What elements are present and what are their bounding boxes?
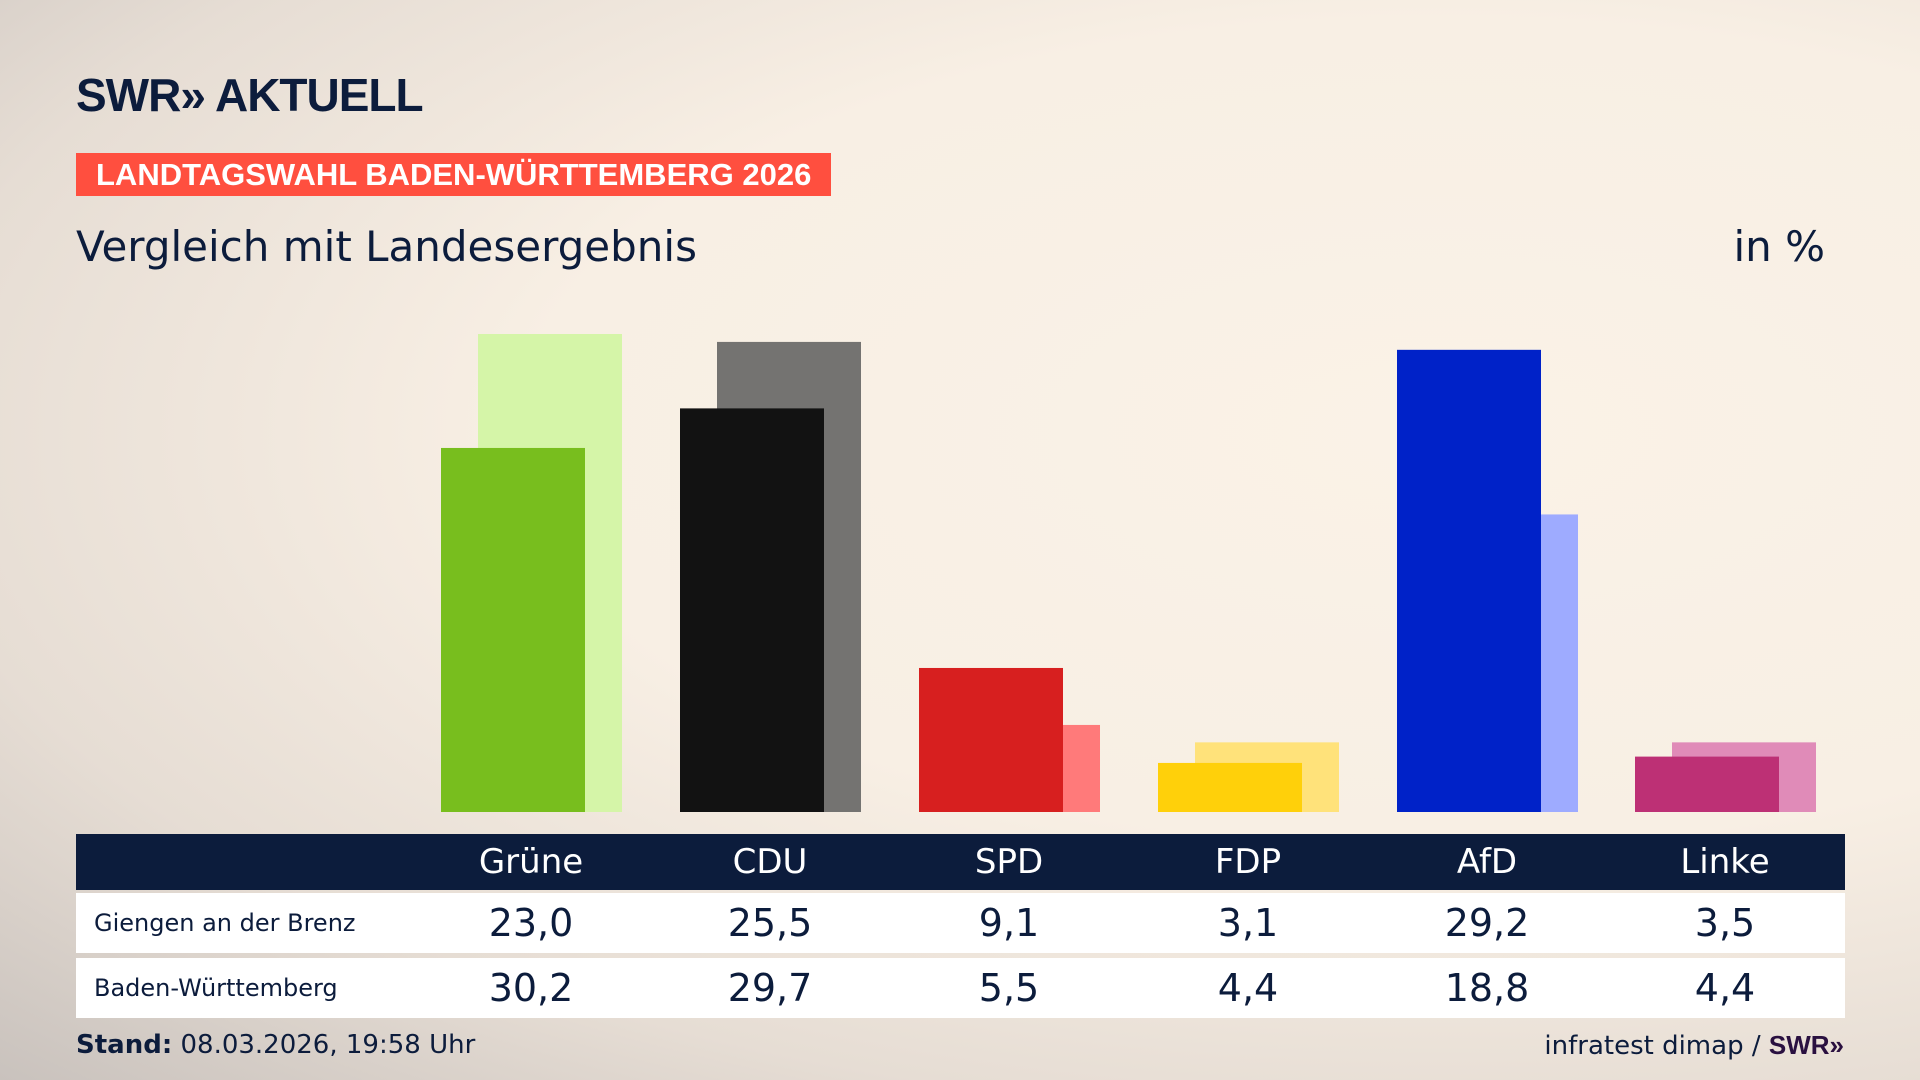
stand-label: Stand:	[76, 1030, 173, 1060]
timestamp: Stand: 08.03.2026, 19:58 Uhr	[76, 1030, 475, 1060]
table-cell: 3,5	[1694, 901, 1756, 945]
swr-aktuell-logo: SWR» AKTUELL	[76, 69, 424, 121]
table-cell: 29,7	[727, 966, 813, 1010]
row-label: Baden-Württemberg	[94, 974, 338, 1002]
local-bar-cdu	[680, 408, 824, 812]
stand-value: 08.03.2026, 19:58 Uhr	[180, 1030, 476, 1060]
column-header: Grüne	[478, 842, 584, 882]
local-bar-afd	[1397, 349, 1541, 812]
unit-label: in %	[1733, 222, 1825, 271]
table-cell: 9,1	[978, 901, 1040, 945]
column-header: Linke	[1680, 842, 1770, 882]
source: infratest dimap / SWR»	[1544, 1030, 1844, 1061]
local-bar-grüne	[441, 447, 585, 812]
table-cell: 4,4	[1694, 966, 1756, 1010]
table-cell: 18,8	[1444, 966, 1530, 1010]
table-cell: 29,2	[1444, 901, 1530, 945]
column-header: SPD	[974, 842, 1044, 882]
table-cell: 5,5	[978, 966, 1040, 1010]
source-text: infratest dimap /	[1544, 1031, 1761, 1061]
column-header: CDU	[732, 842, 808, 882]
table-cell: 4,4	[1217, 966, 1279, 1010]
local-bar-spd	[919, 667, 1063, 812]
swr-logo: SWR»	[1768, 1030, 1844, 1060]
column-header: FDP	[1214, 842, 1282, 882]
results-table: Grüne CDU SPD FDP AfD Linke Giengen an der Br…	[76, 834, 1845, 1018]
table-row: Baden-Württemberg 30,2 29,7 5,5 4,4 18,8 4,4	[76, 958, 1845, 1018]
table-cell: 23,0	[488, 901, 574, 945]
table-row: Giengen an der Brenz 23,0 25,5 9,1 3,1 29,2 3,…	[76, 893, 1845, 953]
column-header: AfD	[1456, 842, 1518, 882]
table-cell: 3,1	[1217, 901, 1279, 945]
election-banner: LANDTAGSWAHL BADEN-WÜRTTEMBERG 2026	[76, 153, 832, 196]
table-header: Grüne CDU SPD FDP AfD Linke	[76, 834, 1845, 890]
table-cell: 30,2	[488, 966, 574, 1010]
chart-subtitle: Vergleich mit Landesergebnis	[76, 222, 697, 271]
local-bar-fdp	[1158, 762, 1302, 812]
table-cell: 25,5	[727, 901, 813, 945]
local-bar-linke	[1635, 756, 1779, 812]
row-label: Giengen an der Brenz	[94, 909, 356, 937]
